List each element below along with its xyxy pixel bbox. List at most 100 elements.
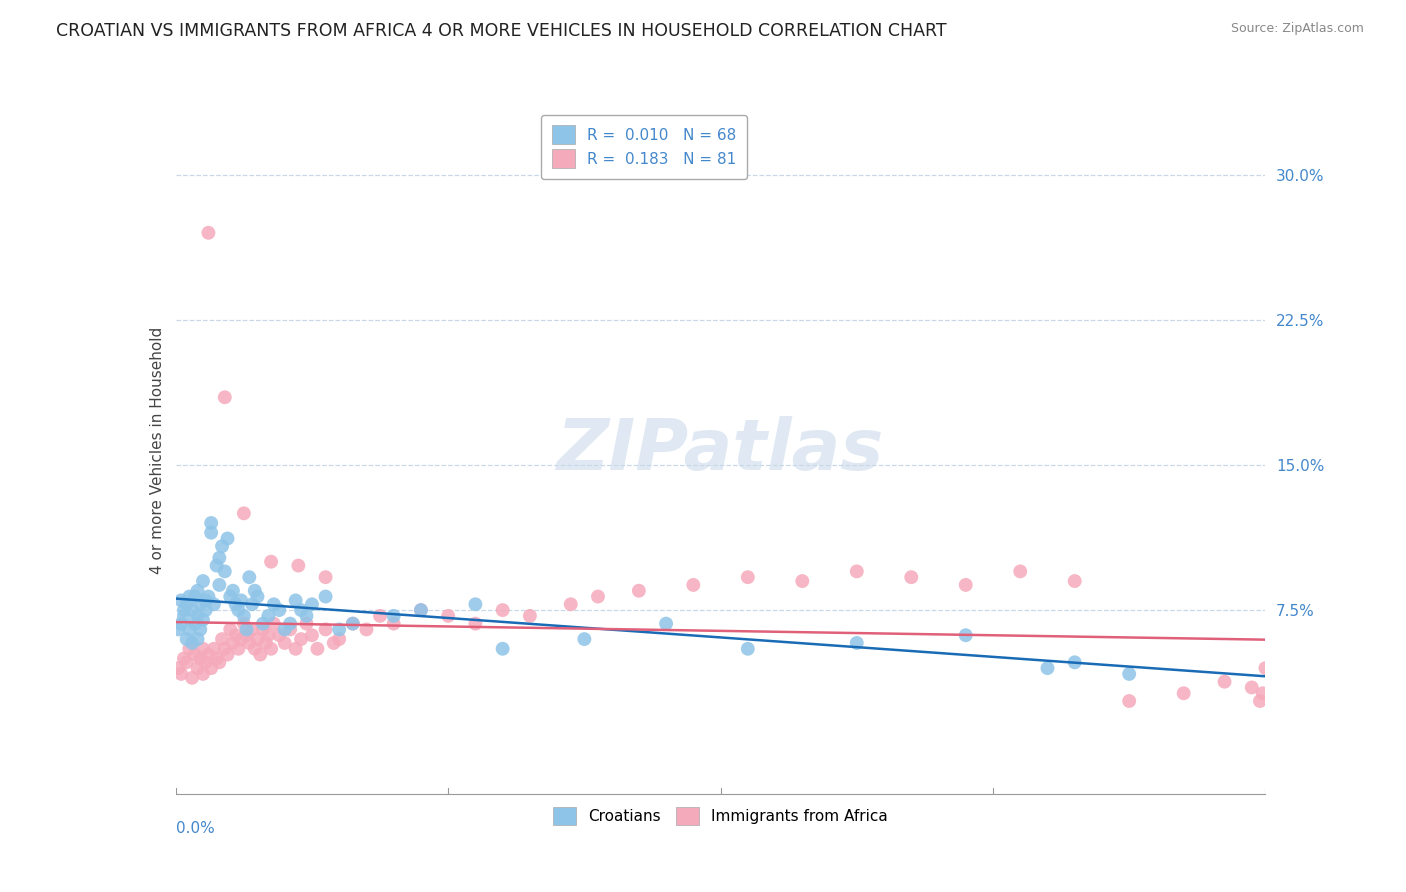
Point xyxy=(682,578,704,592)
Point xyxy=(167,623,190,637)
Point xyxy=(186,632,209,646)
Point xyxy=(225,628,247,642)
Point xyxy=(243,641,266,656)
Point xyxy=(191,574,214,588)
Point xyxy=(249,648,271,662)
Point xyxy=(560,597,582,611)
Point xyxy=(1249,694,1271,708)
Point xyxy=(200,661,222,675)
Point xyxy=(181,671,204,685)
Point xyxy=(254,636,277,650)
Point xyxy=(464,616,486,631)
Point xyxy=(301,628,323,642)
Point xyxy=(191,667,214,681)
Point xyxy=(328,623,350,637)
Point xyxy=(219,623,242,637)
Point xyxy=(188,623,211,637)
Point xyxy=(257,628,280,642)
Point xyxy=(737,641,759,656)
Point xyxy=(263,616,285,631)
Point xyxy=(342,616,364,631)
Point xyxy=(167,661,190,675)
Point xyxy=(492,603,515,617)
Text: CROATIAN VS IMMIGRANTS FROM AFRICA 4 OR MORE VEHICLES IN HOUSEHOLD CORRELATION C: CROATIAN VS IMMIGRANTS FROM AFRICA 4 OR … xyxy=(56,22,946,40)
Point xyxy=(228,641,250,656)
Point xyxy=(184,616,207,631)
Point xyxy=(205,558,228,573)
Point xyxy=(240,597,263,611)
Point xyxy=(240,623,263,637)
Point xyxy=(208,550,231,565)
Point xyxy=(173,651,195,665)
Point xyxy=(181,636,204,650)
Point xyxy=(284,641,307,656)
Point xyxy=(176,597,198,611)
Point xyxy=(232,506,254,520)
Point xyxy=(342,616,364,631)
Point xyxy=(208,656,231,670)
Point xyxy=(792,574,814,588)
Point xyxy=(170,593,193,607)
Point xyxy=(290,632,312,646)
Point xyxy=(186,583,209,598)
Point xyxy=(278,616,301,631)
Point xyxy=(356,623,378,637)
Point xyxy=(260,641,283,656)
Point xyxy=(574,632,596,646)
Point xyxy=(845,636,868,650)
Point xyxy=(382,616,405,631)
Point xyxy=(197,648,219,662)
Point xyxy=(197,226,219,240)
Y-axis label: 4 or more Vehicles in Household: 4 or more Vehicles in Household xyxy=(149,326,165,574)
Point xyxy=(368,608,391,623)
Point xyxy=(232,608,254,623)
Point xyxy=(315,590,337,604)
Point xyxy=(1118,694,1140,708)
Point xyxy=(1118,667,1140,681)
Point xyxy=(186,608,209,623)
Point xyxy=(586,590,609,604)
Point xyxy=(184,648,207,662)
Point xyxy=(170,667,193,681)
Point xyxy=(1213,674,1236,689)
Point xyxy=(1063,574,1085,588)
Point xyxy=(173,603,195,617)
Point xyxy=(176,632,198,646)
Point xyxy=(246,590,269,604)
Point xyxy=(191,613,214,627)
Point xyxy=(464,597,486,611)
Point xyxy=(1010,565,1032,579)
Point xyxy=(278,623,301,637)
Point xyxy=(194,593,217,607)
Text: Source: ZipAtlas.com: Source: ZipAtlas.com xyxy=(1230,22,1364,36)
Point xyxy=(181,603,204,617)
Point xyxy=(274,623,297,637)
Point xyxy=(179,623,201,637)
Point xyxy=(955,578,977,592)
Point xyxy=(188,651,211,665)
Point xyxy=(211,632,233,646)
Point xyxy=(1251,686,1274,700)
Point xyxy=(173,608,195,623)
Point xyxy=(217,532,239,546)
Point xyxy=(307,641,329,656)
Point xyxy=(1254,661,1277,675)
Point xyxy=(737,570,759,584)
Point xyxy=(409,603,432,617)
Point xyxy=(328,632,350,646)
Point xyxy=(205,651,228,665)
Point xyxy=(409,603,432,617)
Point xyxy=(257,608,280,623)
Point xyxy=(519,608,541,623)
Point xyxy=(252,616,274,631)
Point xyxy=(301,597,323,611)
Point xyxy=(186,661,209,675)
Point xyxy=(208,578,231,592)
Point xyxy=(211,539,233,553)
Point xyxy=(1063,656,1085,670)
Point xyxy=(194,656,217,670)
Point xyxy=(188,597,211,611)
Point xyxy=(179,590,201,604)
Point xyxy=(202,597,225,611)
Point xyxy=(274,636,297,650)
